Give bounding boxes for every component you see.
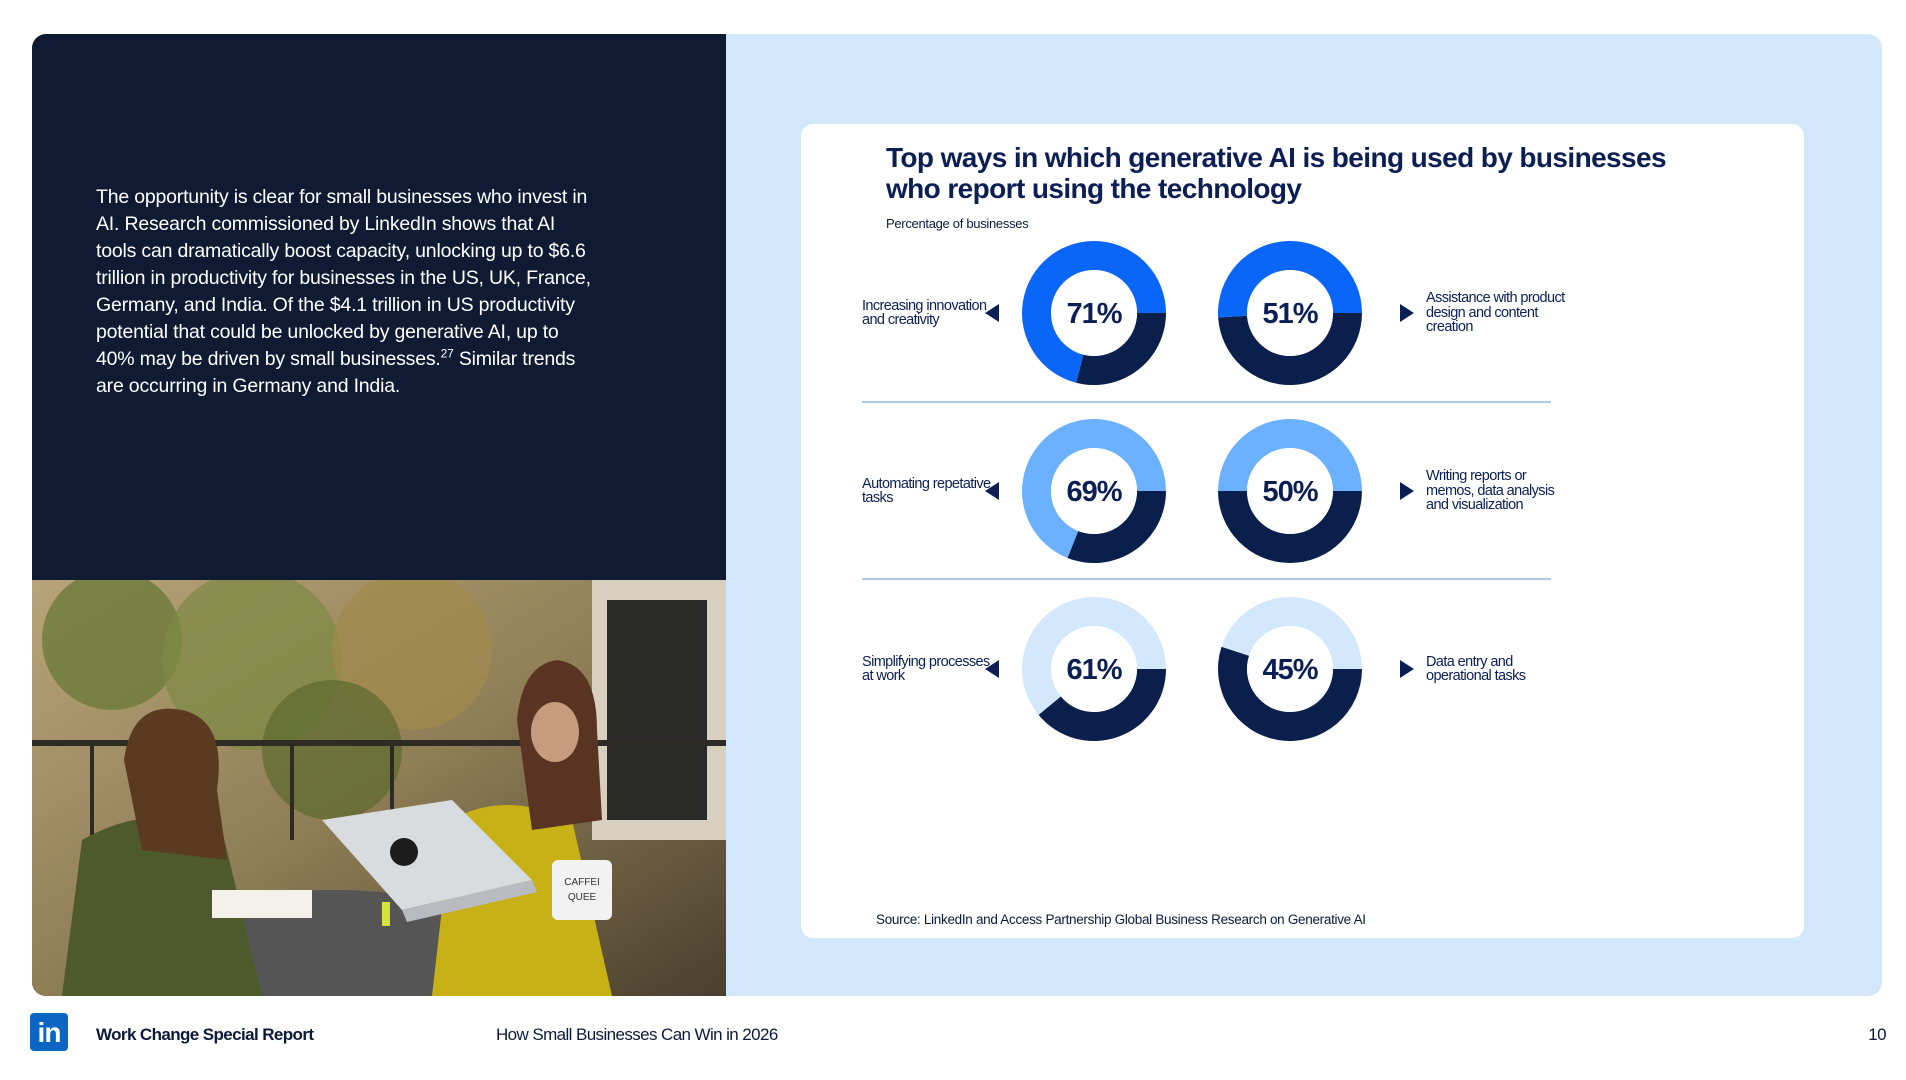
donut-chart: 71% 51% 69% 50% 61% 45% [862,240,1551,742]
category-label-3: Automating repetative tasks [862,475,991,506]
donut-6: 45% [1218,597,1414,742]
donut-value-slice [1218,240,1362,318]
donut-base-slice [1218,646,1362,742]
donut-hole [1051,626,1137,712]
donut-hole [1247,448,1333,534]
cafe-photo-illustration: CAFFEI QUEE [32,580,726,996]
donut-hole [1247,270,1333,356]
mug-text-2: QUEE [568,892,597,903]
category-label-5: Simplifying processes at work [862,653,990,684]
donut-value-label: 71% [1066,298,1122,330]
donut-value-label: 45% [1262,654,1318,686]
donut-hole [1247,626,1333,712]
category-label-1: Increasing innovation and creativity [862,297,987,328]
donut-value-slice [1218,418,1362,491]
intro-footnote: 27 [440,346,454,361]
donut-value-label: 69% [1066,476,1122,508]
donut-value-label: 50% [1262,476,1318,508]
linkedin-logo-icon: in [30,1013,68,1051]
chart-source: Source: LinkedIn and Access Partnership … [876,912,1366,927]
intro-text: The opportunity is clear for small busin… [96,186,591,370]
arrow-right-icon [1400,304,1414,322]
chart-subtitle: Percentage of businesses [886,216,1029,231]
chart-title: Top ways in which generative AI is being… [886,142,1667,204]
intro-paragraph: The opportunity is clear for small busin… [96,184,596,400]
donut-hole [1051,448,1137,534]
donut-2: 51% [1218,240,1414,385]
donut-3: 69% [985,419,1166,563]
left-panel: The opportunity is clear for small busin… [32,34,726,996]
arrow-right-icon [1400,660,1414,678]
donut-value-slice [1022,597,1166,715]
arrow-left-icon [985,660,999,678]
arrow-right-icon [1400,482,1414,500]
slide-card: The opportunity is clear for small busin… [32,34,1882,996]
donut-base-slice [1038,669,1166,742]
footer-report-name: Work Change Special Report [96,1025,314,1044]
donut-value-slice [1221,597,1362,669]
donut-base-slice [1067,491,1166,563]
donut-value-label: 61% [1066,654,1122,686]
donut-hole [1051,270,1137,356]
donut-value-slice [1022,241,1166,383]
donut-4: 50% [1218,418,1414,564]
category-label-6: Data entry and operational tasks [1426,653,1526,684]
donut-1: 71% [985,241,1166,386]
arrow-left-icon [985,482,999,500]
arrow-left-icon [985,304,999,322]
donut-value-slice [1022,419,1166,558]
chart-card: Top ways in which generative AI is being… [801,124,1804,938]
page-number: 10 [1868,1025,1886,1044]
donut-base-slice [1218,313,1362,385]
footer-title: How Small Businesses Can Win in 2026 [496,1025,778,1044]
cafe-photo: CAFFEI QUEE [32,580,726,996]
donut-base-slice [1076,313,1166,386]
donut-base-slice [1218,491,1362,564]
category-label-4: Writing reports or memos, data analysis … [1426,468,1555,513]
donut-5: 61% [985,597,1166,742]
category-label-2: Assistance with product design and conte… [1426,290,1565,335]
donut-value-label: 51% [1262,298,1318,330]
intro-tail: Similar trends are occurring in Germany … [96,348,576,397]
mug-text-1: CAFFEI [564,877,600,888]
